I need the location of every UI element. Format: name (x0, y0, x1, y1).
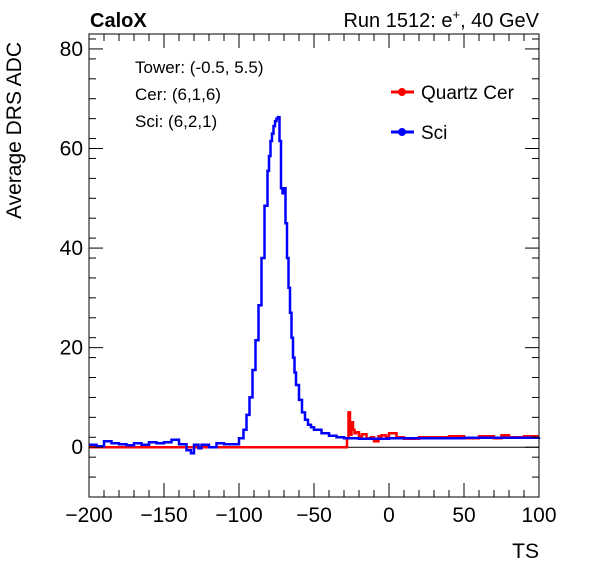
x-tick-label: −200 (65, 504, 112, 527)
legend-marker (398, 88, 406, 96)
legend: Quartz Cer Sci (391, 83, 515, 144)
experiment-label: CaloX (90, 10, 147, 32)
x-axis-ticks: −200 −150 −100 −50 0 50 100 (65, 34, 557, 527)
x-tick-label: −50 (296, 504, 332, 527)
legend-marker (398, 128, 406, 136)
x-tick-label: 0 (383, 504, 395, 527)
y-tick-label: 80 (60, 38, 83, 61)
x-tick-label: 50 (452, 504, 475, 527)
y-tick-label: 20 (60, 337, 83, 360)
x-tick-label: −100 (215, 504, 262, 527)
info-tower: Tower: (-0.5, 5.5) (135, 58, 264, 77)
info-sci: Sci: (6,2,1) (135, 112, 217, 131)
x-tick-label: 100 (521, 504, 556, 527)
x-axis-title: TS (512, 540, 539, 563)
y-axis-ticks: 0 20 40 60 80 (60, 38, 539, 498)
y-tick-label: 0 (71, 436, 83, 459)
legend-label: Quartz Cer (421, 83, 515, 104)
run-label: Run 1512: e+, 40 GeV (343, 7, 539, 32)
y-tick-label: 40 (60, 237, 83, 260)
y-axis-title: Average DRS ADC (3, 42, 26, 219)
legend-label: Sci (421, 123, 447, 144)
info-cer: Cer: (6,1,6) (135, 85, 221, 104)
y-tick-label: 60 (60, 138, 83, 161)
series-line-sci (89, 115, 541, 455)
x-tick-label: −150 (140, 504, 187, 527)
